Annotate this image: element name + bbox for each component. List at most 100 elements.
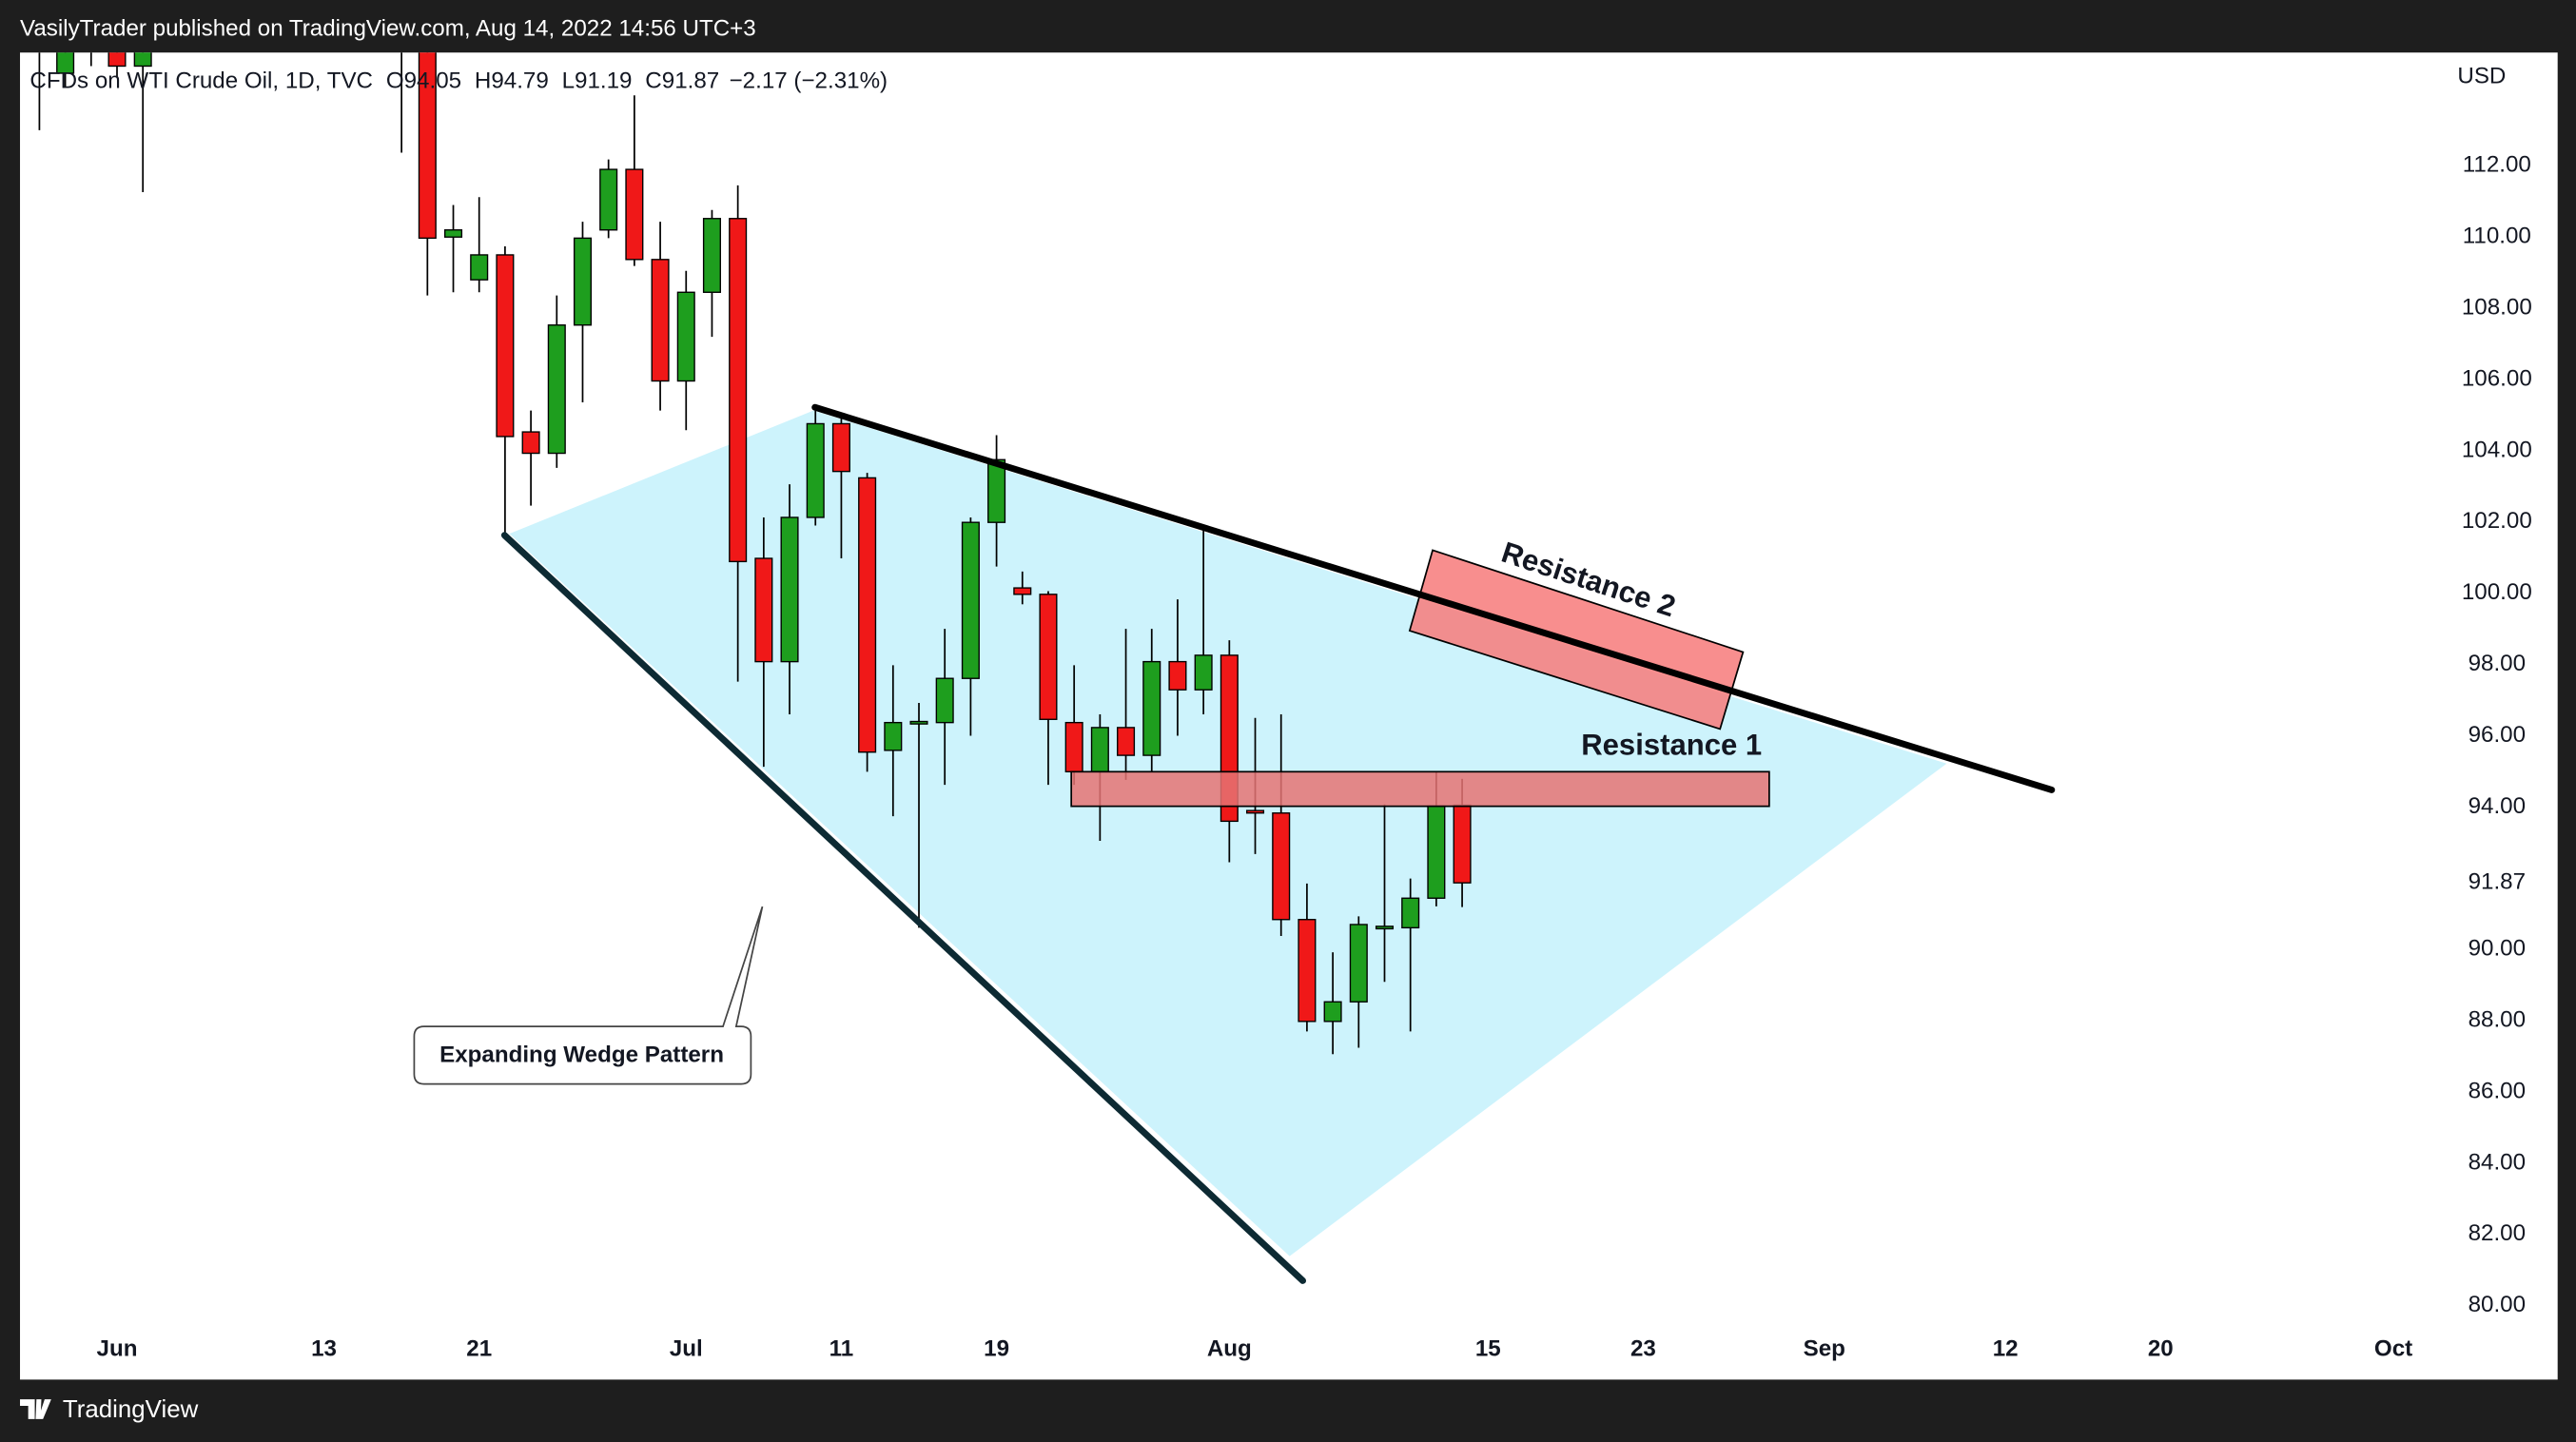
x-tick-label: 13 bbox=[311, 1336, 337, 1362]
x-tick-label: 21 bbox=[466, 1336, 492, 1362]
candle-body bbox=[1401, 897, 1420, 929]
x-tick-label: Jul bbox=[670, 1336, 703, 1362]
legend-key: H bbox=[475, 68, 491, 94]
legend: CFDs on WTI Crude Oil, 1D, TVC O94.05 H94.… bbox=[29, 68, 888, 94]
candle-body bbox=[884, 721, 903, 751]
callout: Expanding Wedge Pattern bbox=[413, 906, 764, 1085]
candle-body bbox=[1323, 1001, 1342, 1023]
x-tick-label: Sep bbox=[1804, 1336, 1845, 1362]
logo-icon bbox=[20, 1399, 51, 1419]
legend-ohlc: O94.05 H94.79 L91.19 C91.87 bbox=[386, 68, 719, 94]
candle-body bbox=[780, 516, 799, 663]
y-tick-label: 104.00 bbox=[2462, 437, 2532, 462]
last-price-label: 91.87 bbox=[2469, 869, 2526, 895]
resistance-1-label: Resistance 1 bbox=[1581, 729, 1762, 762]
candle-body bbox=[1349, 924, 1368, 1003]
y-tick-label: 94.00 bbox=[2469, 793, 2526, 819]
x-tick-label: 23 bbox=[1630, 1336, 1656, 1362]
candle-body bbox=[1298, 919, 1317, 1023]
candle-body bbox=[1194, 654, 1213, 691]
candle-body bbox=[831, 422, 850, 473]
candle-body bbox=[729, 218, 748, 563]
candle-body bbox=[1245, 809, 1265, 814]
y-tick-label: 82.00 bbox=[2469, 1220, 2526, 1246]
overlay: 80.00 82.00 84.00 86.00 88.00 90.00 94.00 96.00… bbox=[97, 152, 2532, 1362]
candle-body bbox=[1117, 727, 1136, 756]
y-tick-label: 98.00 bbox=[2469, 651, 2526, 676]
legend-value: 91.87 bbox=[662, 68, 719, 94]
candle-body bbox=[547, 324, 566, 455]
candle-body bbox=[1453, 804, 1472, 884]
legend-symbol: CFDs on WTI Crude Oil, 1D, TVC bbox=[29, 68, 373, 94]
candle-body bbox=[1013, 587, 1032, 595]
candle-body bbox=[858, 477, 877, 753]
resistance-1-box bbox=[1070, 770, 1770, 808]
x-tick-label: 12 bbox=[1993, 1336, 2019, 1362]
x-tick-label: Jun bbox=[97, 1336, 138, 1362]
y-tick-label: 112.00 bbox=[2463, 152, 2531, 178]
candle-body bbox=[754, 557, 773, 663]
candle-body bbox=[56, 52, 75, 74]
x-tick-label: 19 bbox=[984, 1336, 1009, 1362]
y-tick-label: 84.00 bbox=[2469, 1149, 2526, 1175]
y-tick-label: 90.00 bbox=[2469, 936, 2526, 962]
x-tick-label: 15 bbox=[1475, 1336, 1501, 1362]
x-tick-label: 11 bbox=[829, 1336, 854, 1362]
legend-value: 94.79 bbox=[491, 68, 548, 94]
candle-body bbox=[107, 52, 127, 68]
candle-body bbox=[1168, 660, 1187, 691]
footer: TradingView bbox=[63, 1396, 199, 1423]
legend-change: −2.17 (−2.31%) bbox=[730, 68, 888, 94]
candle-body bbox=[651, 259, 670, 382]
candle-body bbox=[625, 168, 644, 261]
candle-body bbox=[1142, 660, 1161, 756]
y-tick-label: 106.00 bbox=[2462, 365, 2532, 391]
candle-body bbox=[418, 52, 437, 240]
candle-body bbox=[1090, 727, 1109, 773]
candle-body bbox=[1427, 805, 1446, 899]
x-tick-label: Oct bbox=[2374, 1336, 2412, 1362]
candle-body bbox=[935, 677, 954, 724]
candle-body bbox=[702, 218, 721, 293]
y-tick-label: 108.00 bbox=[2462, 295, 2532, 321]
legend-value: 91.19 bbox=[575, 68, 632, 94]
y-tick-label: 102.00 bbox=[2462, 508, 2532, 534]
legend-key: L bbox=[562, 68, 575, 94]
candle-body bbox=[470, 254, 489, 281]
logo: TradingView bbox=[20, 1396, 199, 1423]
currency: USD bbox=[2457, 64, 2506, 89]
callout-box bbox=[413, 906, 764, 1085]
y-tick-label: 80.00 bbox=[2469, 1292, 2526, 1317]
candle-body bbox=[521, 431, 540, 455]
legend-key: O bbox=[386, 68, 404, 94]
candle-body bbox=[133, 52, 152, 68]
upper-trendline bbox=[811, 403, 2056, 793]
header: VasilyTrader published on TradingView.co… bbox=[20, 15, 756, 41]
legend-value: 94.05 bbox=[404, 68, 461, 94]
y-tick-label: 100.00 bbox=[2462, 579, 2532, 605]
candle-body bbox=[443, 229, 463, 238]
candle-body bbox=[676, 291, 695, 382]
candle-body bbox=[961, 521, 980, 679]
candle-body bbox=[1039, 594, 1058, 720]
x-tick-label: Aug bbox=[1207, 1336, 1252, 1362]
y-tick-label: 88.00 bbox=[2469, 1006, 2526, 1032]
candle-body bbox=[496, 254, 515, 438]
callout-text: Expanding Wedge Pattern bbox=[439, 1043, 724, 1068]
x-tick-label: 20 bbox=[2148, 1336, 2174, 1362]
candle-body bbox=[1375, 926, 1395, 930]
candle-body bbox=[909, 720, 928, 725]
legend-key: C bbox=[645, 68, 661, 94]
candle-body bbox=[987, 458, 1006, 523]
candle-body bbox=[573, 237, 593, 326]
candle-body bbox=[1272, 812, 1291, 921]
lower-trendline bbox=[500, 532, 1307, 1284]
y-tick-label: 96.00 bbox=[2469, 722, 2526, 748]
y-tick-label: 110.00 bbox=[2463, 224, 2531, 249]
candle-body bbox=[1064, 721, 1083, 773]
candle-body bbox=[806, 422, 825, 518]
candle-body bbox=[599, 168, 618, 231]
y-tick-label: 86.00 bbox=[2469, 1078, 2526, 1103]
